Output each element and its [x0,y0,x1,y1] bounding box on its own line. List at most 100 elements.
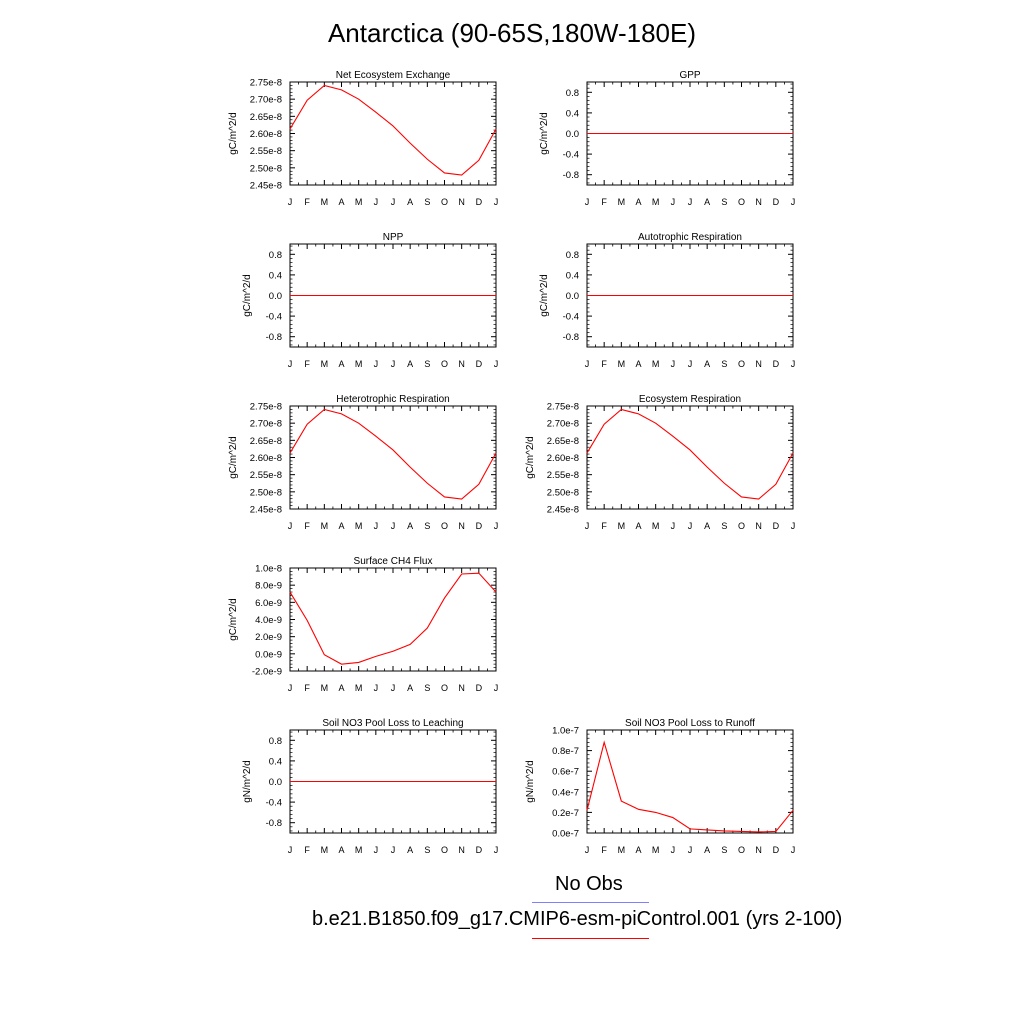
x-tick-label: M [618,359,626,369]
x-tick-label: D [773,845,780,855]
x-tick-label: A [635,197,641,207]
x-tick-label: D [476,197,483,207]
y-tick-label: -0.8 [266,818,282,829]
y-tick-label: -0.8 [563,332,579,343]
series-line [289,572,497,665]
y-axis-label: gC/m^2/d [242,274,253,317]
y-tick-label: 0.8 [566,250,579,261]
x-tick-label: N [755,359,762,369]
panel-title: Surface CH4 Flux [354,556,433,567]
legend-model-label: b.e21.B1850.f09_g17.CMIP6-esm-piControl.… [312,908,843,930]
x-tick-label: M [652,359,660,369]
x-tick-label: J [494,683,499,693]
y-axis-label: gC/m^2/d [228,112,239,155]
x-tick-label: M [321,683,329,693]
panel-title: Heterotrophic Respiration [336,394,449,405]
x-tick-label: N [458,683,465,693]
y-tick-label: 2.65e-8 [250,436,282,447]
panel-title: NPP [383,232,404,243]
panel-title: Net Ecosystem Exchange [336,70,451,81]
x-tick-label: J [494,845,499,855]
plot-frame [289,405,497,510]
x-tick-label: D [773,359,780,369]
plot-frame [586,729,794,834]
y-tick-label: 2.65e-8 [547,436,579,447]
x-tick-label: M [321,359,329,369]
plot-frame [289,81,497,186]
x-tick-label: J [374,359,379,369]
x-tick-label: M [355,683,363,693]
x-tick-label: J [671,359,676,369]
x-tick-label: S [424,683,430,693]
plot-frame [586,405,794,510]
x-tick-label: M [321,197,329,207]
x-tick-label: J [391,197,396,207]
x-tick-label: O [441,845,448,855]
x-tick-label: F [601,521,607,531]
y-tick-label: -0.8 [563,170,579,181]
y-tick-label: -0.4 [266,798,282,809]
y-axis-label: gN/m^2/d [525,760,536,803]
x-tick-label: J [688,845,693,855]
y-tick-label: 2.75e-8 [250,78,282,89]
x-tick-label: M [618,521,626,531]
x-tick-label: J [671,521,676,531]
x-tick-label: J [791,197,796,207]
y-tick-label: 2.75e-8 [250,402,282,413]
x-tick-label: J [688,197,693,207]
x-tick-label: M [355,521,363,531]
x-tick-label: N [458,521,465,531]
y-tick-label: 2.55e-8 [250,146,282,157]
x-tick-label: A [704,521,710,531]
x-tick-label: F [304,521,310,531]
x-tick-label: J [288,197,293,207]
x-tick-label: N [458,197,465,207]
y-tick-label: -2.0e-9 [252,667,282,678]
x-tick-label: S [424,197,430,207]
x-tick-label: S [721,359,727,369]
x-tick-label: S [721,845,727,855]
x-tick-label: J [494,197,499,207]
y-tick-label: 2.55e-8 [547,470,579,481]
y-tick-label: -0.4 [563,150,579,161]
x-tick-label: J [791,359,796,369]
x-tick-label: D [773,197,780,207]
y-tick-label: 0.0e-9 [255,649,282,660]
x-tick-label: J [585,521,590,531]
x-tick-label: S [721,197,727,207]
x-tick-label: J [391,359,396,369]
x-tick-label: S [424,521,430,531]
x-tick-label: D [476,845,483,855]
y-tick-label: 2.60e-8 [250,453,282,464]
x-tick-label: A [338,197,344,207]
y-tick-label: 0.4 [269,270,282,281]
y-tick-label: 2.70e-8 [547,419,579,430]
legend-obs-swatch [532,902,649,903]
x-tick-label: N [458,359,465,369]
x-tick-label: O [441,683,448,693]
x-tick-label: J [585,359,590,369]
x-tick-label: O [441,197,448,207]
y-tick-label: 0.8 [269,250,282,261]
series-line [586,740,794,833]
x-tick-label: M [618,845,626,855]
panel-title: Soil NO3 Pool Loss to Leaching [322,718,463,729]
x-tick-label: J [688,359,693,369]
x-tick-label: F [601,845,607,855]
y-tick-label: 2.75e-8 [547,402,579,413]
y-tick-label: 0.4e-7 [552,787,579,798]
y-tick-label: 0.0 [269,777,282,788]
x-tick-label: J [494,521,499,531]
x-tick-label: A [635,521,641,531]
y-tick-label: 2.65e-8 [250,112,282,123]
x-tick-label: J [585,197,590,207]
y-axis-label: gC/m^2/d [525,436,536,479]
y-tick-label: 0.4 [269,756,282,767]
y-tick-label: 0.0 [566,291,579,302]
y-tick-label: 2.45e-8 [547,505,579,516]
chart-panel-8: Soil NO3 Pool Loss to Leaching gN/m^2/d J F… [242,718,498,855]
